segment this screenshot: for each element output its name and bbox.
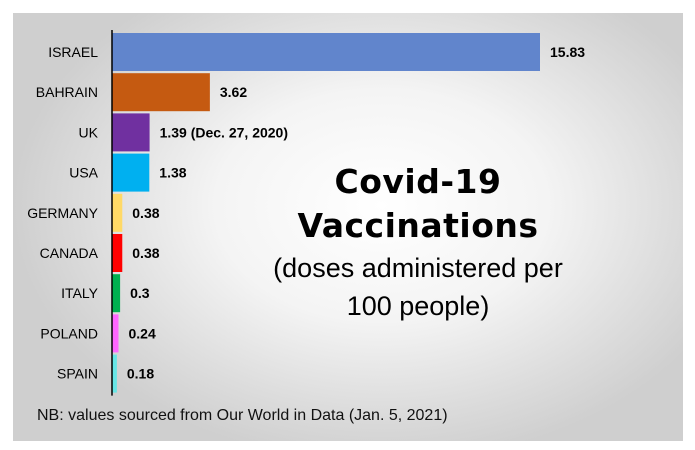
- title-line-1: Covid-19: [334, 162, 502, 201]
- category-label-israel: ISRAEL: [48, 44, 98, 60]
- category-label-germany: GERMANY: [27, 205, 98, 221]
- bar-israel: [112, 33, 540, 71]
- category-label-spain: SPAIN: [57, 366, 98, 382]
- bar-uk: [112, 113, 150, 152]
- category-label-bahrain: BAHRAIN: [36, 84, 98, 100]
- bar-usa: [112, 153, 150, 192]
- category-label-usa: USA: [69, 165, 98, 181]
- value-label-germany: 0.38: [132, 205, 159, 221]
- value-label-spain: 0.18: [127, 366, 154, 382]
- category-label-italy: ITALY: [61, 285, 98, 301]
- bar-poland: [112, 314, 119, 353]
- chart-title: Covid-19 Vaccinations (doses administere…: [268, 160, 568, 324]
- subtitle-line-2: 100 people): [346, 291, 490, 321]
- value-label-canada: 0.38: [132, 245, 159, 261]
- bar-germany: [112, 193, 123, 232]
- bar-italy: [112, 274, 121, 313]
- value-label-bahrain: 3.62: [220, 84, 247, 100]
- bar-spain: [112, 354, 117, 393]
- subtitle-line-1: (doses administered per: [273, 253, 563, 283]
- bar-bahrain: [112, 73, 210, 112]
- category-label-canada: CANADA: [40, 245, 99, 261]
- source-footnote: NB: values sourced from Our World in Dat…: [37, 407, 448, 424]
- category-label-poland: POLAND: [40, 325, 98, 341]
- value-label-uk: 1.39 (Dec. 27, 2020): [160, 124, 288, 140]
- value-label-usa: 1.38: [159, 165, 186, 181]
- bar-canada: [112, 234, 123, 272]
- value-label-italy: 0.3: [130, 285, 150, 301]
- value-label-israel: 15.83: [550, 44, 585, 60]
- category-label-uk: UK: [79, 124, 99, 140]
- value-label-poland: 0.24: [128, 325, 155, 341]
- title-line-2: Vaccinations: [297, 206, 539, 245]
